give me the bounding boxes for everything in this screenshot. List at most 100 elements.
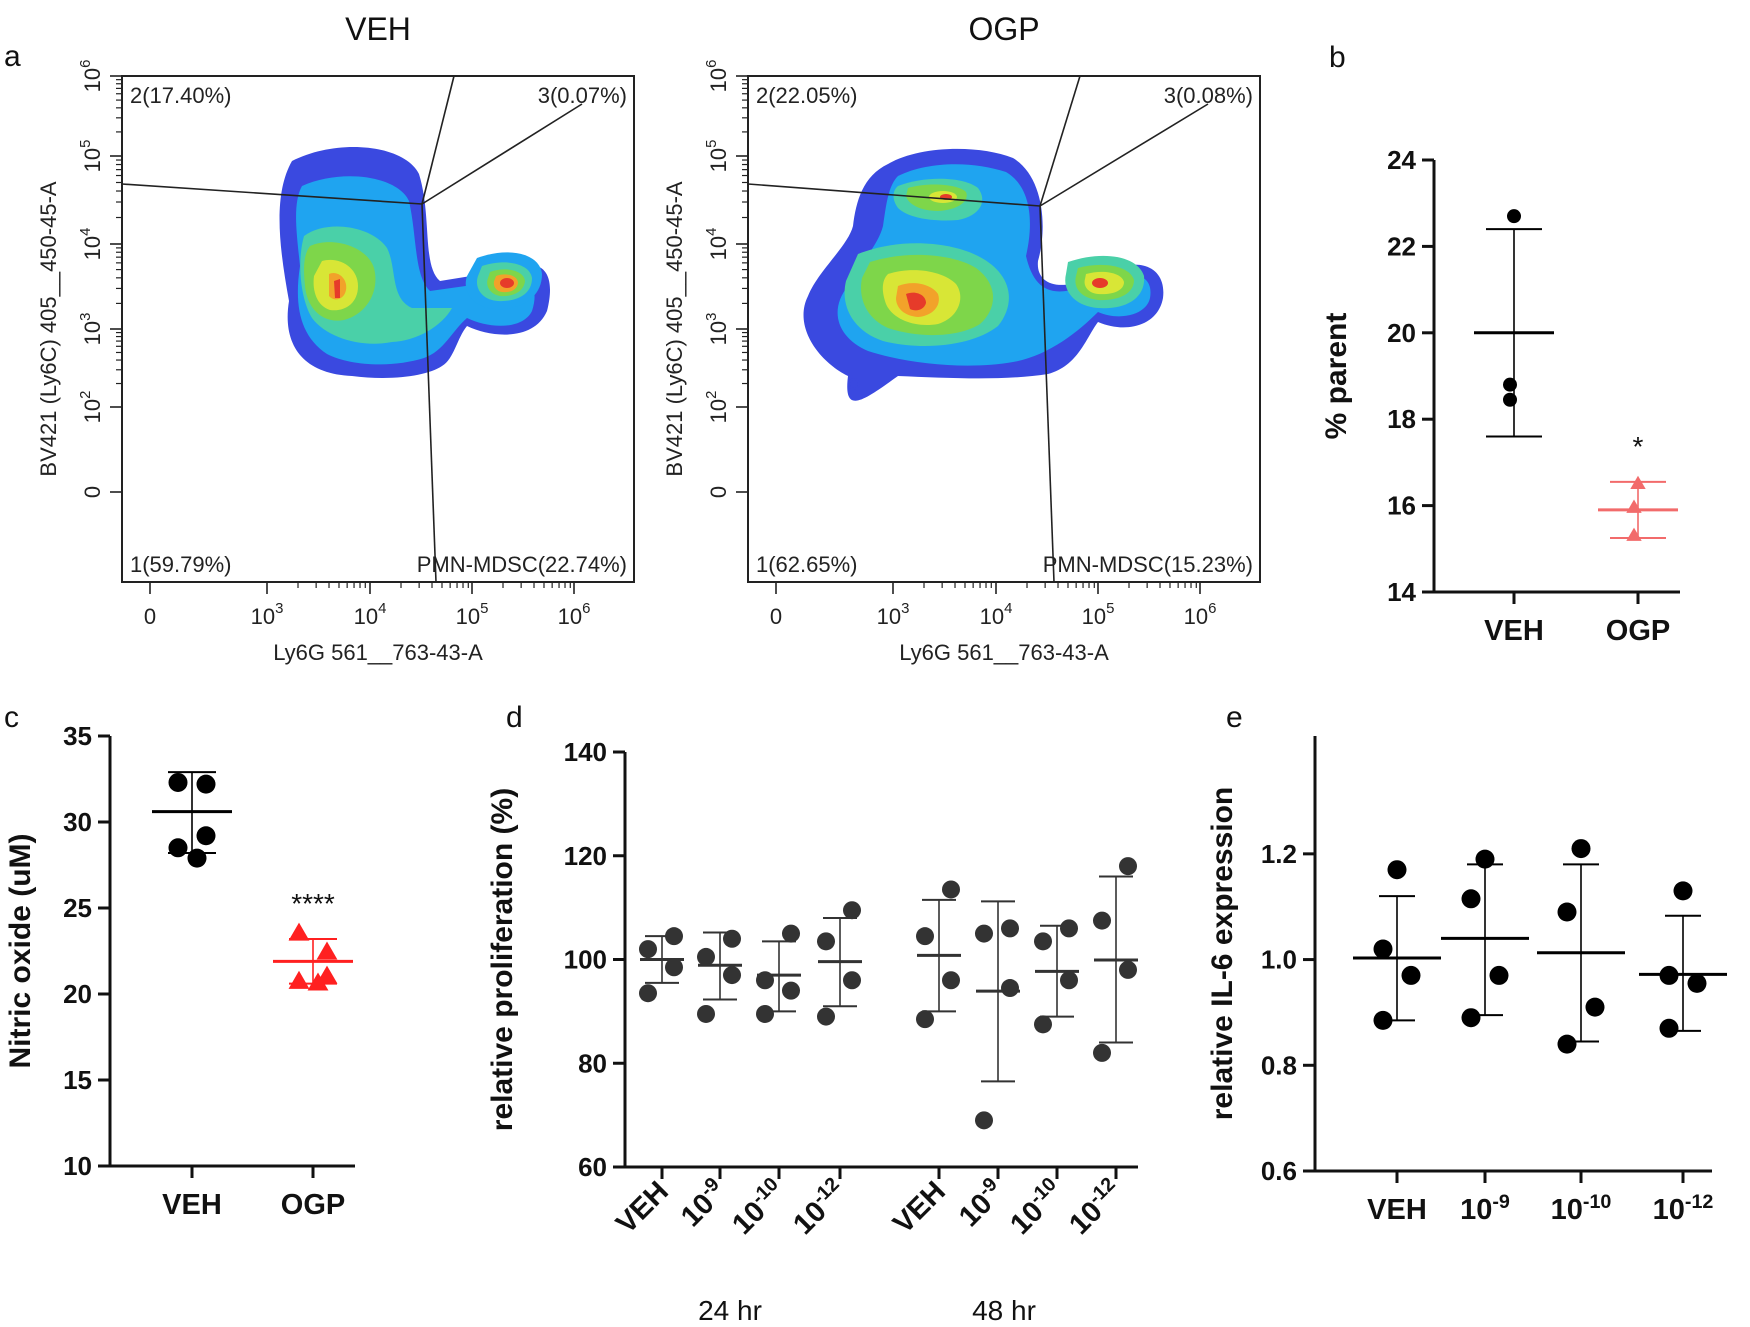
gate-pmn-mdsc-label: PMN-MDSC(22.74%) bbox=[417, 552, 627, 577]
y-tick-label: 0.8 bbox=[1261, 1050, 1297, 1080]
gate-1-label: 1(59.79%) bbox=[130, 552, 232, 577]
data-point bbox=[1060, 919, 1078, 938]
data-point bbox=[756, 971, 774, 990]
data-point bbox=[1571, 839, 1591, 859]
data-point bbox=[665, 927, 683, 946]
flow-plot-veh: 2(17.40%) 3(0.07%) 1(59.79%) PMN-MDSC(22… bbox=[36, 11, 635, 665]
y-axis: 0 102 103 104 105 106 bbox=[77, 60, 122, 498]
y-tick-label: 104 bbox=[703, 228, 731, 261]
data-point bbox=[288, 970, 310, 989]
group-title: 48 hr bbox=[972, 1295, 1036, 1326]
gate-1-label: 1(62.65%) bbox=[756, 552, 858, 577]
data-point bbox=[817, 932, 835, 951]
data-point bbox=[1659, 965, 1679, 985]
flow-plot-ogp: 2(22.05%) 3(0.08%) 1(62.65%) PMN-MDSC(15… bbox=[662, 11, 1261, 665]
y-tick-label: 105 bbox=[703, 140, 731, 173]
y-tick-label: 102 bbox=[703, 391, 731, 424]
data-point bbox=[288, 922, 310, 941]
y-tick-label: 60 bbox=[578, 1152, 607, 1182]
panel-label-d: d bbox=[506, 701, 523, 734]
y-tick-label: 104 bbox=[77, 228, 105, 261]
gate-2-label: 2(22.05%) bbox=[756, 83, 858, 108]
x-tick-label: VEH bbox=[1367, 1194, 1427, 1226]
significance-mark: **** bbox=[291, 888, 335, 919]
x-tick-label: 10-12 bbox=[785, 1173, 853, 1241]
data-point bbox=[1626, 527, 1642, 541]
x-tick-label: 10-10 bbox=[724, 1173, 792, 1241]
chart-b-percent-parent: 14 16 18 20 22 24 % parent VEH * OGP bbox=[1320, 145, 1680, 647]
data-point bbox=[1585, 997, 1605, 1017]
y-tick-label: 1.2 bbox=[1261, 839, 1297, 869]
data-point bbox=[1387, 860, 1407, 880]
y-tick-label: 15 bbox=[63, 1065, 92, 1095]
data-point bbox=[168, 838, 188, 858]
x-tick-label: 103 bbox=[877, 600, 910, 629]
x-tick-label: 10-10 bbox=[1551, 1191, 1612, 1226]
data-point bbox=[1401, 965, 1421, 985]
data-point bbox=[1475, 849, 1495, 869]
x-axis: 0 103 104 105 106 bbox=[770, 582, 1217, 629]
flow-title: VEH bbox=[345, 11, 411, 47]
data-point bbox=[196, 774, 216, 794]
data-point bbox=[1034, 1015, 1052, 1034]
x-tick-label: 10-12 bbox=[1061, 1173, 1129, 1241]
gate-lines bbox=[747, 75, 1209, 583]
group-title: 24 hr bbox=[698, 1295, 762, 1326]
y-tick-label: 120 bbox=[564, 841, 607, 871]
x-tick-label: 106 bbox=[1184, 600, 1217, 629]
y-tick-label: 20 bbox=[1387, 318, 1416, 348]
data-point bbox=[975, 924, 993, 943]
y-tick-label: 22 bbox=[1387, 231, 1416, 261]
data-point bbox=[1093, 911, 1111, 930]
y-tick-label: 25 bbox=[63, 893, 92, 923]
data-point bbox=[1034, 932, 1052, 951]
x-tick-label: VEH bbox=[1484, 615, 1544, 647]
data-point bbox=[307, 972, 329, 991]
y-axis-label: relative proliferation (%) bbox=[486, 788, 519, 1131]
data-point bbox=[723, 929, 741, 948]
panel-label-c: c bbox=[4, 701, 19, 734]
y-tick-label: 0 bbox=[706, 486, 731, 498]
data-point bbox=[1060, 971, 1078, 990]
data-point bbox=[1659, 1018, 1679, 1038]
y-tick-label: 1.0 bbox=[1261, 945, 1297, 975]
x-axis-label: Ly6G 561__763-43-A bbox=[273, 640, 483, 665]
x-tick-label: VEH bbox=[610, 1175, 675, 1240]
chart-d-relative-proliferation: 60 80 100 120 140 relative proliferation (%) V… bbox=[486, 737, 1138, 1326]
x-tick-label: 104 bbox=[354, 600, 387, 629]
y-axis: 0 102 103 104 105 106 bbox=[703, 60, 748, 498]
data-point bbox=[1119, 960, 1137, 979]
gate-3-label: 3(0.08%) bbox=[1164, 83, 1253, 108]
x-tick-label: VEH bbox=[887, 1175, 952, 1240]
data-point bbox=[1373, 939, 1393, 959]
panel-label-a: a bbox=[4, 40, 21, 73]
y-tick-label: 140 bbox=[564, 737, 607, 767]
flow-title: OGP bbox=[968, 11, 1039, 47]
y-tick-label: 18 bbox=[1387, 404, 1416, 434]
y-tick-label: 10 bbox=[63, 1151, 92, 1181]
gate-2-label: 2(17.40%) bbox=[130, 83, 232, 108]
chart-e-il6-expression: 0.6 0.8 1.0 1.2 relative IL-6 expression VEH 1… bbox=[1206, 736, 1727, 1226]
data-point bbox=[843, 971, 861, 990]
data-point bbox=[1461, 889, 1481, 909]
y-axis-label: relative IL-6 expression bbox=[1206, 787, 1239, 1121]
y-tick-label: 106 bbox=[703, 60, 731, 93]
y-tick-label: 20 bbox=[63, 979, 92, 1009]
significance-mark: * bbox=[1633, 431, 1644, 462]
x-tick-label: 105 bbox=[456, 600, 489, 629]
y-tick-label: 103 bbox=[703, 313, 731, 346]
x-tick-label: 103 bbox=[251, 600, 284, 629]
data-point bbox=[1626, 499, 1642, 513]
data-point bbox=[1461, 1008, 1481, 1028]
x-tick-label: 10-12 bbox=[1653, 1191, 1714, 1226]
x-tick-label: 106 bbox=[558, 600, 591, 629]
data-point bbox=[1557, 902, 1577, 922]
x-tick-label: 10-9 bbox=[1460, 1191, 1510, 1226]
y-tick-label: 105 bbox=[77, 140, 105, 173]
data-point bbox=[1503, 377, 1517, 392]
y-tick-label: 0.6 bbox=[1261, 1156, 1297, 1186]
y-tick-label: 0 bbox=[80, 486, 105, 498]
data-point bbox=[756, 1004, 774, 1023]
data-point bbox=[782, 924, 800, 943]
